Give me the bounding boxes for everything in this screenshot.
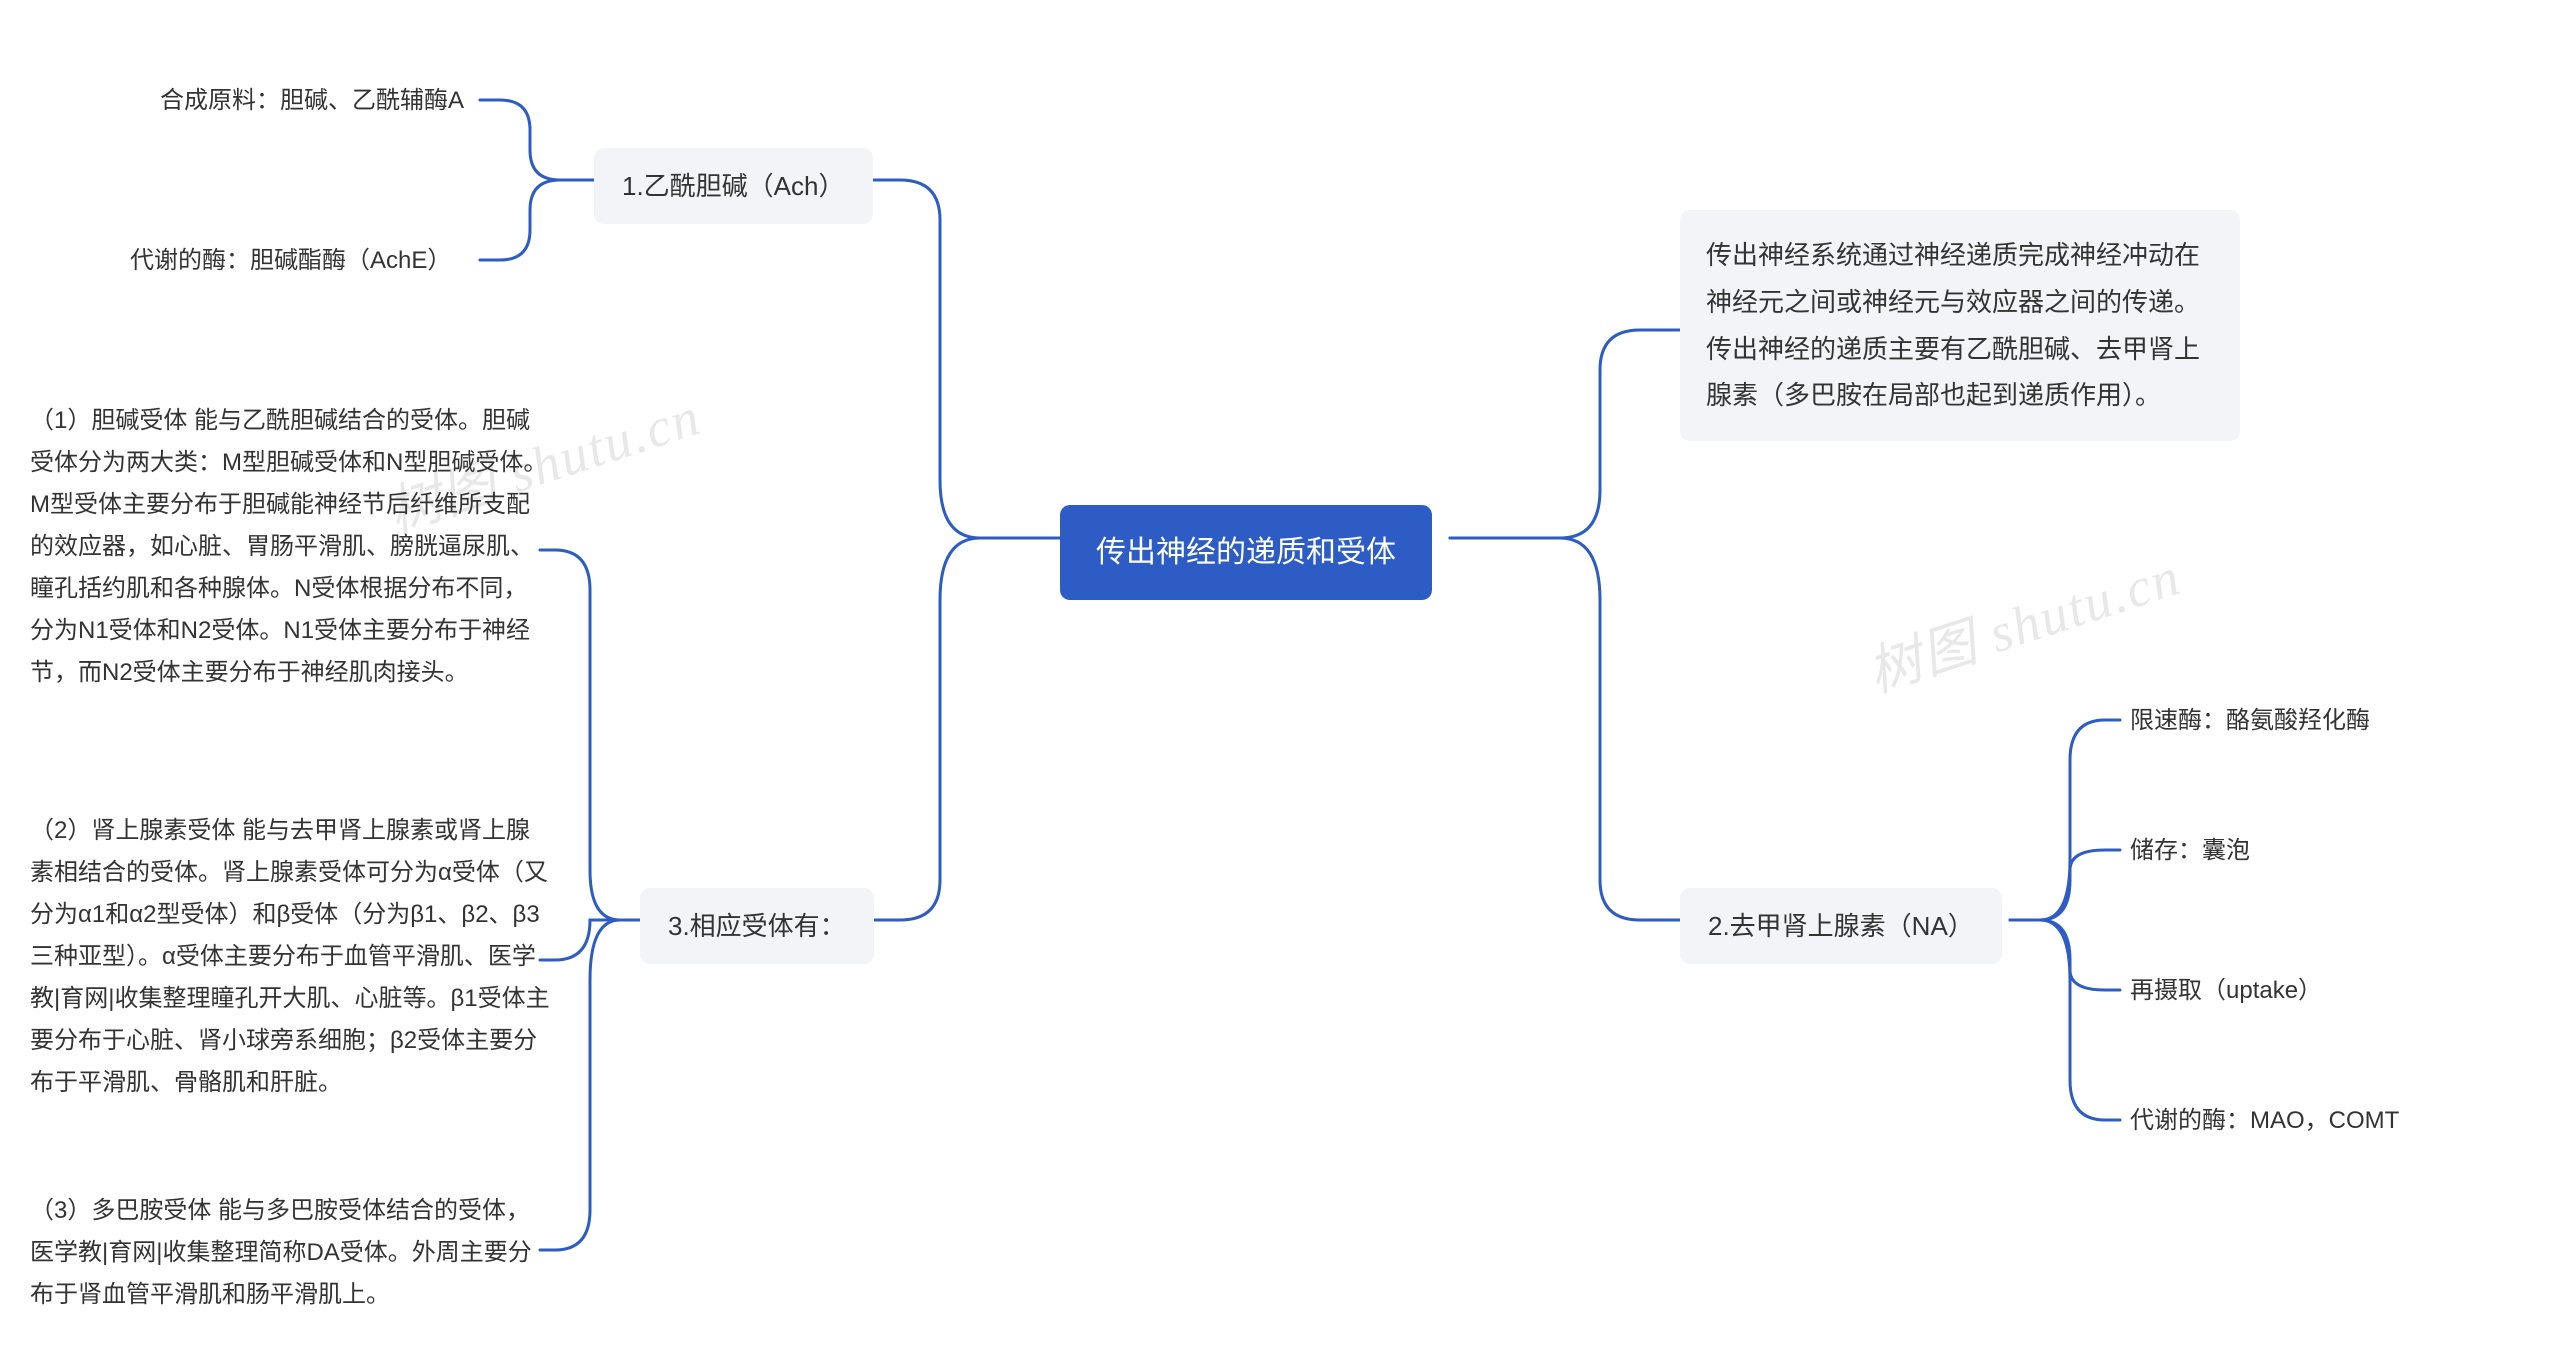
intro-text[interactable]: 传出神经系统通过神经递质完成神经冲动在神经元之间或神经元与效应器之间的传递。传出… <box>1680 210 2240 441</box>
watermark: 树图 shutu.cn <box>1856 532 2190 708</box>
leaf-receptor-2: （2）肾上腺素受体 能与去甲肾上腺素或肾上腺素相结合的受体。肾上腺素受体可分为α… <box>30 810 550 1104</box>
leaf-na-enzyme: 限速酶：酪氨酸羟化酶 <box>2130 700 2370 742</box>
mindmap-canvas: 树图 shutu.cn 树图 shutu.cn 传出神经的递质和 <box>0 0 2560 1352</box>
root-node[interactable]: 传出神经的递质和受体 <box>1060 505 1432 600</box>
leaf-ach-material: 合成原料：胆碱、乙酰辅酶A <box>160 80 464 122</box>
branch-ach[interactable]: 1.乙酰胆碱（Ach） <box>594 148 873 224</box>
leaf-ach-enzyme: 代谢的酶：胆碱酯酶（AchE） <box>130 240 451 282</box>
leaf-na-metab: 代谢的酶：MAO，COMT <box>2130 1100 2399 1142</box>
leaf-receptor-3: （3）多巴胺受体 能与多巴胺受体结合的受体，医学教|育网|收集整理简称DA受体。… <box>30 1190 550 1316</box>
leaf-na-storage: 储存：囊泡 <box>2130 830 2250 872</box>
leaf-na-uptake: 再摄取（uptake） <box>2130 970 2322 1012</box>
branch-receptors[interactable]: 3.相应受体有： <box>640 888 874 964</box>
leaf-receptor-1: （1）胆碱受体 能与乙酰胆碱结合的受体。胆碱受体分为两大类：M型胆碱受体和N型胆… <box>30 400 550 694</box>
branch-na[interactable]: 2.去甲肾上腺素（NA） <box>1680 888 2002 964</box>
